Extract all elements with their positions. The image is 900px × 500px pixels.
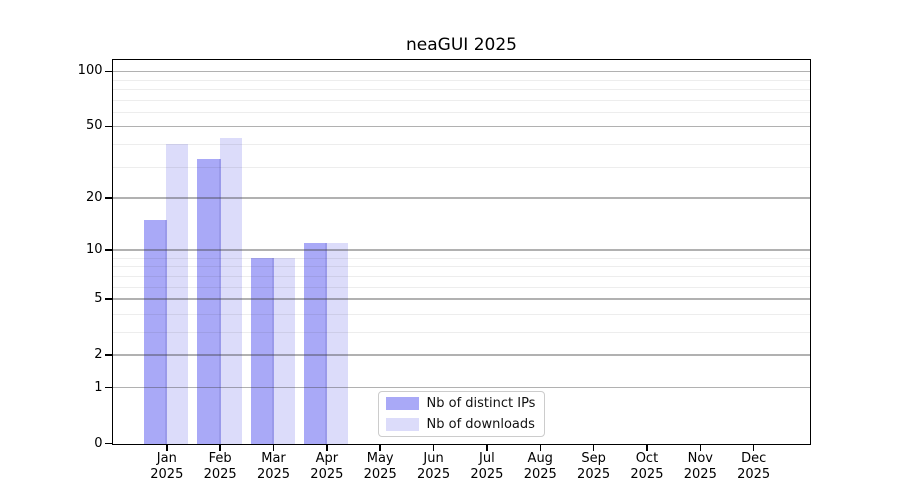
legend-item-distinct-ips: Nb of distinct IPs (379, 394, 544, 412)
y-tick-20 (104, 197, 112, 199)
legend-label-distinct-ips: Nb of distinct IPs (426, 395, 536, 411)
x-tick-label-mar: Mar 2025 (256, 450, 291, 482)
x-tick-label-may: May 2025 (363, 450, 397, 482)
x-tick-jan (166, 445, 168, 451)
legend-label-downloads: Nb of downloads (426, 416, 535, 432)
bar-downloads-mar (273, 257, 295, 444)
x-tick-nov (699, 445, 702, 451)
gridline-minor-70 (112, 99, 810, 101)
x-tick-jul (486, 445, 488, 451)
y-tick-label-5: 5 (94, 291, 103, 307)
y-tick-2 (104, 354, 112, 356)
x-tick-oct (646, 445, 648, 451)
legend: Nb of distinct IPs Nb of downloads (377, 390, 545, 437)
gridline-minor-40 (112, 144, 810, 146)
x-tick-label-aug: Aug 2025 (523, 450, 557, 482)
x-tick-label-nov: Nov 2025 (683, 450, 717, 482)
y-tick-label-50: 50 (85, 118, 103, 134)
x-tick-aug (539, 445, 541, 451)
x-tick-label-jun: Jun 2025 (417, 450, 451, 482)
x-tick-mar (272, 445, 275, 451)
x-tick-label-apr: Apr 2025 (310, 450, 344, 482)
y-tick-label-100: 100 (77, 63, 103, 79)
x-tick-label-oct: Oct 2025 (630, 450, 664, 482)
x-tick-apr (326, 445, 328, 451)
y-tick-5 (104, 298, 112, 300)
y-tick-label-10: 10 (85, 242, 103, 258)
gridline-minor-60 (112, 112, 810, 114)
y-tick-label-20: 20 (85, 190, 103, 205)
bar-downloads-jan (166, 144, 189, 444)
bar-overlap-seam-jan (165, 219, 168, 444)
x-tick-label-sep: Sep 2025 (577, 450, 611, 482)
bar-distinct-ips-feb (197, 159, 220, 444)
x-tick-label-jul: Jul 2025 (470, 450, 504, 482)
y-tick-10 (104, 249, 112, 251)
bar-overlap-seam-feb (218, 159, 221, 444)
legend-item-downloads: Nb of downloads (379, 415, 544, 433)
x-tick-feb (219, 445, 221, 451)
bar-downloads-apr (326, 243, 349, 444)
legend-swatch-downloads (385, 417, 419, 431)
x-tick-may (379, 445, 381, 451)
gridline-minor-90 (112, 79, 810, 81)
chart-title: neaGUI 2025 (406, 35, 517, 55)
gridline-minor-80 (112, 89, 810, 91)
bar-overlap-seam-mar (272, 257, 274, 444)
y-tick-1 (104, 386, 112, 389)
bar-distinct-ips-apr (303, 243, 327, 444)
legend-swatch-distinct-ips (385, 396, 419, 410)
y-tick-label-2: 2 (94, 346, 103, 362)
gridline-major-50 (112, 125, 810, 128)
x-tick-label-jan: Jan 2025 (150, 450, 184, 482)
x-tick-label-dec: Dec 2025 (737, 450, 771, 482)
gridline-major-100 (112, 70, 810, 73)
x-tick-jun (432, 445, 435, 451)
x-tick-dec (752, 445, 755, 451)
y-tick-50 (104, 125, 112, 128)
bar-downloads-feb (219, 138, 242, 444)
bar-overlap-seam-apr (325, 243, 328, 444)
bar-distinct-ips-jan (143, 219, 167, 444)
x-tick-sep (592, 445, 595, 451)
y-tick-0 (104, 442, 112, 445)
bar-distinct-ips-mar (250, 257, 273, 444)
x-tick-label-feb: Feb 2025 (203, 450, 237, 482)
y-tick-label-1: 1 (94, 379, 103, 395)
y-tick-label-0: 0 (94, 435, 103, 451)
y-tick-100 (104, 70, 112, 73)
plot-area: Nb of distinct IPs Nb of downloads 0 1 2 5 1… (78, 58, 811, 482)
